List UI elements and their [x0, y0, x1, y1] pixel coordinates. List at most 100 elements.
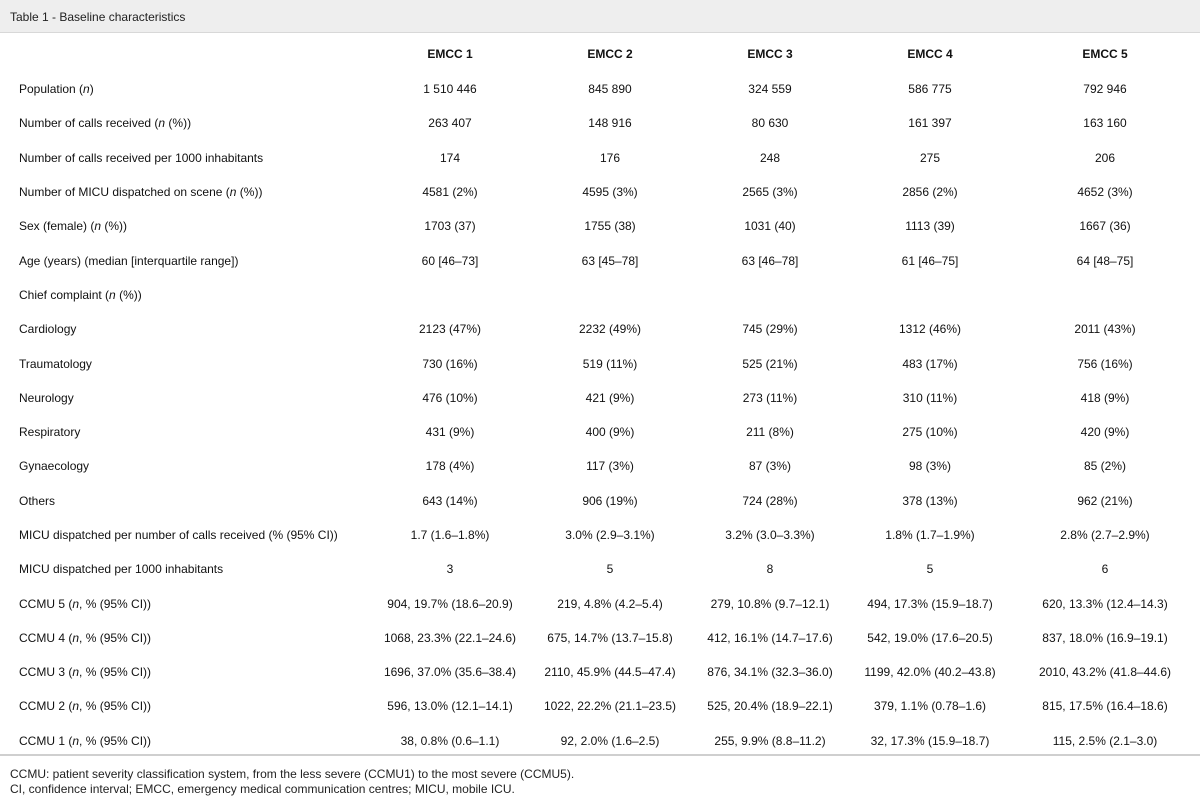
row-label-italic: n — [94, 219, 102, 234]
row-label-post: , % (95% CI)) — [79, 665, 152, 680]
row-label-pre: CCMU 2 ( — [19, 699, 73, 714]
table-row: Chief complaint (n (%)) — [0, 278, 1200, 312]
cell-value: 1.7 (1.6–1.8%) — [410, 528, 490, 542]
cell-value: 542, 19.0% (17.6–20.5) — [867, 630, 993, 645]
cell-value: 279, 10.8% (9.7–12.1) — [710, 596, 830, 611]
cell-value: 476 (10%) — [422, 390, 478, 405]
cell-value — [530, 278, 690, 312]
row-label: Cardiology — [0, 312, 370, 346]
row-label: Gynaecology — [0, 449, 370, 483]
row-label-italic: n — [158, 116, 166, 131]
row-label-post: , % (95% CI)) — [79, 733, 152, 748]
row-label-italic: n — [72, 596, 80, 611]
cell-value: 219, 4.8% (4.2–5.4) — [557, 596, 663, 611]
column-header: EMCC 2 — [587, 47, 633, 61]
cell-value: 1068, 23.3% (22.1–24.6) — [383, 630, 517, 645]
cell-value: 2110, 45.9% (44.5–47.4) — [544, 665, 676, 680]
cell-value: 1696, 37.0% (35.6–38.4) — [383, 665, 517, 680]
cell-value: 6 — [1101, 562, 1109, 577]
cell-value: 378 (13%) — [902, 493, 958, 508]
cell-value: 837, 18.0% (16.9–19.1) — [1042, 630, 1168, 645]
row-label-pre: MICU dispatched per 1000 inhabitants — [19, 562, 224, 577]
row-label-post: (%)) — [236, 185, 263, 200]
cell-value: 675, 14.7% (13.7–15.8) — [547, 630, 673, 645]
cell-value: 38, 0.8% (0.6–1.1) — [400, 733, 500, 748]
cell-value: 63 [45–78] — [581, 253, 639, 268]
cell-value: 2232 (49%) — [578, 322, 642, 337]
cell-value: 2123 (47%) — [418, 322, 482, 337]
cell-value: 904, 19.7% (18.6–20.9) — [387, 596, 513, 611]
cell-value — [850, 278, 1010, 312]
cell-value: 1703 (37) — [424, 219, 476, 234]
table-row: CCMU 2 (n, % (95% CI)) 596, 13.0% (12.1–1… — [0, 689, 1200, 723]
cell-value: 962 (21%) — [1077, 493, 1133, 508]
table-row: CCMU 4 (n, % (95% CI)) 1068, 23.3% (22.1–… — [0, 621, 1200, 655]
table-row: MICU dispatched per number of calls rece… — [0, 518, 1200, 552]
cell-value: 273 (11%) — [742, 390, 798, 405]
row-label-italic: n — [229, 185, 237, 200]
table-row: CCMU 5 (n, % (95% CI)) 904, 19.7% (18.6–2… — [0, 586, 1200, 620]
column-header: EMCC 1 — [427, 47, 473, 61]
row-label-pre: Cardiology — [19, 322, 77, 337]
cell-value: 161 397 — [908, 116, 952, 131]
row-label-italic: n — [72, 665, 80, 680]
cell-value: 494, 17.3% (15.9–18.7) — [867, 596, 993, 611]
row-label: Number of MICU dispatched on scene (n (%… — [0, 175, 370, 209]
cell-value: 255, 9.9% (8.8–11.2) — [714, 733, 826, 748]
cell-value: 431 (9%) — [425, 425, 475, 440]
cell-value: 8 — [766, 562, 774, 577]
table-row: Gynaecology 178 (4%) 117 (3%) 87 (3%) 98 (3%… — [0, 449, 1200, 483]
cell-value: 63 [46–78] — [741, 253, 799, 268]
cell-value: 163 160 — [1083, 116, 1127, 131]
row-label: Chief complaint (n (%)) — [0, 278, 370, 312]
cell-value: 379, 1.1% (0.78–1.6) — [873, 699, 987, 714]
baseline-table: EMCC 1 EMCC 2 EMCC 3 EMCC 4 EMCC 5 Popul… — [0, 33, 1200, 758]
row-label: MICU dispatched per 1000 inhabitants — [0, 552, 370, 586]
column-header: EMCC 4 — [907, 47, 953, 61]
row-label-pre: CCMU 3 ( — [19, 665, 73, 680]
row-label-pre: Sex (female) ( — [19, 219, 95, 234]
cell-value: 724 (28%) — [742, 493, 798, 508]
table-row: Respiratory 431 (9%) 400 (9%) 211 (8%) 275 (… — [0, 415, 1200, 449]
row-label-pre: CCMU 1 ( — [19, 733, 73, 748]
cell-value: 756 (16%) — [1077, 356, 1133, 371]
table-row: Traumatology 730 (16%) 519 (11%) 525 (21%) 4… — [0, 346, 1200, 380]
cell-value: 263 407 — [428, 116, 472, 131]
cell-value — [690, 278, 850, 312]
table-row: Cardiology 2123 (47%) 2232 (49%) 745 (29%) 1… — [0, 312, 1200, 346]
row-label: Sex (female) (n (%)) — [0, 209, 370, 243]
table-row: Neurology 476 (10%) 421 (9%) 273 (11%) 310 (… — [0, 381, 1200, 415]
cell-value: 845 890 — [588, 82, 632, 97]
row-label: CCMU 4 (n, % (95% CI)) — [0, 621, 370, 655]
row-label-post: , % (95% CI)) — [79, 596, 152, 611]
row-label-post: , % (95% CI)) — [79, 630, 152, 645]
cell-value: 906 (19%) — [582, 493, 638, 508]
row-label-post: , % (95% CI)) — [79, 699, 152, 714]
table-row: Number of calls received per 1000 inhabi… — [0, 141, 1200, 175]
cell-value — [370, 278, 530, 312]
row-label-pre: Others — [19, 493, 56, 508]
row-label-pre: Number of calls received ( — [19, 116, 159, 131]
cell-value: 815, 17.5% (16.4–18.6) — [1042, 699, 1168, 714]
cell-value: 1031 (40) — [744, 219, 796, 234]
cell-value — [1010, 278, 1200, 312]
cell-value: 620, 13.3% (12.4–14.3) — [1042, 596, 1168, 611]
cell-value: 730 (16%) — [422, 356, 478, 371]
row-label: MICU dispatched per number of calls rece… — [0, 518, 370, 552]
cell-value: 412, 16.1% (14.7–17.6) — [707, 630, 833, 645]
row-label: Neurology — [0, 381, 370, 415]
table-row: Number of calls received (n (%)) 263 407 1… — [0, 106, 1200, 140]
cell-value: 4581 (2%) — [422, 185, 478, 200]
cell-value: 2.8% (2.7–2.9%) — [1060, 528, 1150, 542]
footnote-abbreviations: CI, confidence interval; EMCC, emergency… — [10, 782, 515, 796]
row-label-post: (%)) — [115, 287, 142, 302]
cell-value: 211 (8%) — [746, 425, 794, 440]
cell-value: 92, 2.0% (1.6–2.5) — [560, 733, 660, 748]
row-label-pre: Respiratory — [19, 425, 81, 440]
cell-value: 117 (3%) — [586, 459, 634, 474]
cell-value: 60 [46–73] — [421, 253, 479, 268]
cell-value: 32, 17.3% (15.9–18.7) — [870, 733, 990, 748]
cell-value: 148 916 — [588, 116, 632, 131]
row-label: CCMU 1 (n, % (95% CI)) — [0, 724, 370, 758]
header-row: EMCC 1 EMCC 2 EMCC 3 EMCC 4 EMCC 5 — [0, 33, 1200, 72]
